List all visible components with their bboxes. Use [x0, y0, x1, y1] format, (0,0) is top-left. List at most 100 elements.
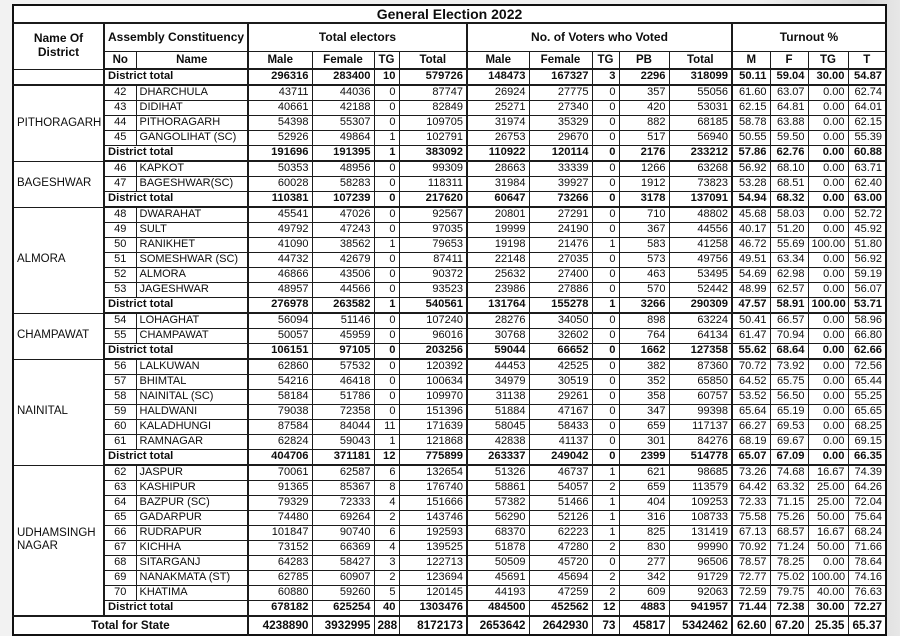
cell-electors-female: 72358 — [311, 404, 375, 420]
cell-voted-total: 290309 — [668, 297, 733, 314]
constituency-row: 59 HALDWANI 79038 72358 0 151396 51884 47167 0 34… — [13, 404, 887, 420]
constituency-name: BAGESHWAR(SC) — [135, 176, 249, 192]
cell-electors-tg: 5 — [373, 585, 400, 601]
cell-voted-total: 514778 — [668, 449, 733, 466]
cell-voted-female: 35329 — [528, 115, 593, 131]
cell-turnout-t: 62.66 — [847, 343, 887, 360]
cell-voted-female: 58433 — [528, 419, 593, 435]
cell-electors-tg: 3 — [373, 555, 400, 571]
cell-voted-female: 66652 — [528, 343, 593, 360]
cell-voted-tg: 1 — [591, 495, 620, 511]
col-group-assembly-constituency: Assembly Constituency — [103, 22, 249, 52]
cell-voted-pb: 4883 — [618, 600, 670, 617]
constituency-row: 50 RANIKHET 41090 38562 1 79653 19198 21476 1 583… — [13, 237, 887, 253]
cell-electors-male: 110381 — [247, 191, 313, 208]
cell-turnout-f: 58.91 — [769, 297, 809, 314]
cell-turnout-t: 66.35 — [847, 449, 887, 466]
cell-voted-female: 45694 — [528, 570, 593, 586]
cell-turnout-t: 55.39 — [847, 130, 887, 146]
cell-turnout-tg: 25.35 — [807, 615, 849, 636]
cell-turnout-f: 62.57 — [769, 282, 809, 298]
col-header-turnout-tg: TG — [807, 51, 849, 70]
cell-turnout-f: 63.32 — [769, 480, 809, 496]
cell-turnout-t: 53.71 — [847, 297, 887, 314]
constituency-name: LALKUWAN — [135, 358, 249, 375]
cell-turnout-f: 58.03 — [769, 206, 809, 223]
cell-voted-male: 31974 — [466, 115, 530, 131]
cell-turnout-t: 74.39 — [847, 464, 887, 481]
constituency-row: 57 BHIMTAL 54216 46418 0 100634 34979 30519 0 352… — [13, 374, 887, 390]
cell-voted-male: 44453 — [466, 358, 530, 375]
cell-turnout-t: 72.56 — [847, 358, 887, 375]
cell-voted-tg: 0 — [591, 100, 620, 116]
cell-turnout-t: 51.80 — [847, 237, 887, 253]
cell-electors-total: 192593 — [398, 525, 468, 541]
cell-voted-total: 41258 — [668, 237, 733, 253]
cell-voted-tg: 0 — [591, 282, 620, 298]
district-total-row: District total 106151 97105 0 203256 59044 666… — [13, 343, 887, 360]
district-name-cell: CHAMPAWAT — [12, 312, 105, 360]
cell-turnout-f: 69.53 — [769, 419, 809, 435]
cell-turnout-t: 65.44 — [847, 374, 887, 390]
cell-voted-pb: 2296 — [618, 68, 670, 86]
cell-electors-male: 191696 — [247, 145, 313, 162]
cell-turnout-t: 65.65 — [847, 404, 887, 420]
cell-turnout-t: 65.37 — [847, 615, 887, 636]
constituency-row: 52 ALMORA 46866 43506 0 90372 25632 27400 0 463 53… — [13, 267, 887, 283]
cell-turnout-t: 78.64 — [847, 555, 887, 571]
cell-electors-total: 540561 — [398, 297, 468, 314]
cell-voted-pb: 573 — [618, 252, 670, 268]
constituency-row: 69 NANAKMATA (ST) 62785 60907 2 123694 45691 45… — [13, 570, 887, 586]
cell-voted-male: 31138 — [466, 389, 530, 405]
col-group-voters-voted: No. of Voters who Voted — [466, 22, 733, 52]
cell-electors-tg: 12 — [373, 449, 400, 466]
cell-voted-total: 109253 — [668, 495, 733, 511]
cell-turnout-m: 64.42 — [731, 480, 771, 496]
cell-turnout-m: 58.78 — [731, 115, 771, 131]
cell-voted-tg: 0 — [591, 252, 620, 268]
cell-electors-tg: 0 — [373, 176, 400, 192]
cell-electors-total: 100634 — [398, 374, 468, 390]
cell-turnout-tg: 0.00 — [807, 419, 849, 435]
constituency-name: ALMORA — [135, 267, 249, 283]
cell-turnout-m: 47.57 — [731, 297, 771, 314]
cell-electors-male: 101847 — [247, 525, 313, 541]
cell-voted-total: 99990 — [668, 540, 733, 556]
cell-electors-female: 90740 — [311, 525, 375, 541]
cell-turnout-tg: 100.00 — [807, 570, 849, 586]
cell-voted-pb: 358 — [618, 389, 670, 405]
cell-voted-total: 87360 — [668, 358, 733, 375]
cell-electors-female: 47243 — [311, 222, 375, 238]
cell-electors-male: 62860 — [247, 358, 313, 375]
cell-voted-pb: 352 — [618, 374, 670, 390]
cell-turnout-m: 53.28 — [731, 176, 771, 192]
cell-electors-male: 50057 — [247, 328, 313, 344]
cell-voted-pb: 609 — [618, 585, 670, 601]
table-body: District total 296316 283400 10 579726 148473… — [12, 68, 887, 636]
cell-turnout-m: 50.41 — [731, 312, 771, 329]
cell-electors-tg: 0 — [373, 282, 400, 298]
cell-voted-male: 60647 — [466, 191, 530, 208]
cell-voted-male: 2653642 — [466, 615, 530, 636]
cell-voted-male: 484500 — [466, 600, 530, 617]
constituency-no: 43 — [103, 100, 137, 116]
cell-electors-tg: 0 — [373, 115, 400, 131]
cell-turnout-f: 69.67 — [769, 434, 809, 450]
constituency-row: CHAMPAWAT 54 LOHAGHAT 56094 51146 0 107240 2827… — [12, 312, 887, 360]
cell-turnout-t: 59.19 — [847, 267, 887, 283]
cell-turnout-m: 67.13 — [731, 525, 771, 541]
cell-voted-pb: 517 — [618, 130, 670, 146]
constituency-no: 51 — [103, 252, 137, 268]
cell-electors-total: 120145 — [398, 585, 468, 601]
cell-electors-total: 96016 — [398, 328, 468, 344]
cell-voted-total: 941957 — [668, 600, 733, 617]
cell-electors-female: 55307 — [311, 115, 375, 131]
cell-voted-tg: 0 — [591, 404, 620, 420]
constituency-name: RUDRAPUR — [135, 525, 249, 541]
cell-voted-female: 120114 — [528, 145, 593, 162]
cell-electors-tg: 1 — [373, 145, 400, 162]
cell-voted-total: 96506 — [668, 555, 733, 571]
cell-voted-tg: 0 — [591, 206, 620, 223]
cell-voted-tg: 0 — [591, 358, 620, 375]
cell-voted-tg: 0 — [591, 267, 620, 283]
